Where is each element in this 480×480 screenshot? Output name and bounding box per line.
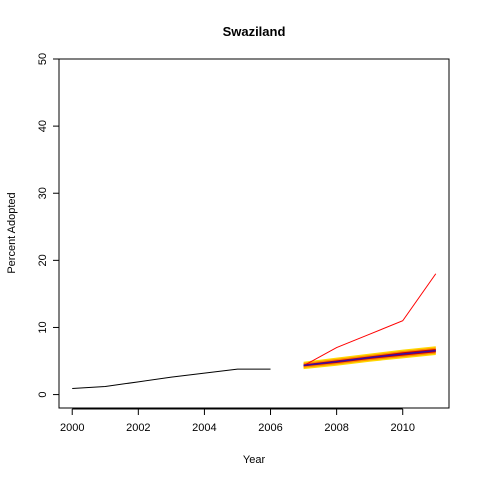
series-lines — [72, 273, 437, 390]
y-tick-label: 0 — [37, 392, 49, 398]
x-tick-label: 2008 — [324, 422, 348, 434]
projection-median-line — [303, 349, 436, 367]
x-tick-label: 2004 — [192, 422, 216, 434]
series-line-2 — [303, 273, 437, 367]
y-tick-label: 10 — [37, 321, 49, 333]
y-axis-label: Percent Adopted — [6, 192, 18, 273]
plot-frame — [58, 58, 450, 409]
x-axis: 2000 2002 2004 2006 2008 2010 — [60, 408, 415, 434]
y-tick-label: 30 — [37, 187, 49, 199]
x-tick-label: 2002 — [126, 422, 150, 434]
y-tick-label: 20 — [37, 254, 49, 266]
x-tick-label: 2000 — [60, 422, 84, 434]
x-axis-label: Year — [243, 454, 266, 466]
x-tick-label: 2006 — [258, 422, 282, 434]
chart-title: Swaziland — [223, 24, 286, 39]
x-tick-label: 2010 — [390, 422, 414, 434]
y-tick-label: 50 — [37, 53, 49, 65]
y-axis: 0 10 20 30 40 50 — [37, 53, 60, 398]
series-line-1 — [72, 368, 271, 390]
y-tick-label: 40 — [37, 120, 49, 132]
